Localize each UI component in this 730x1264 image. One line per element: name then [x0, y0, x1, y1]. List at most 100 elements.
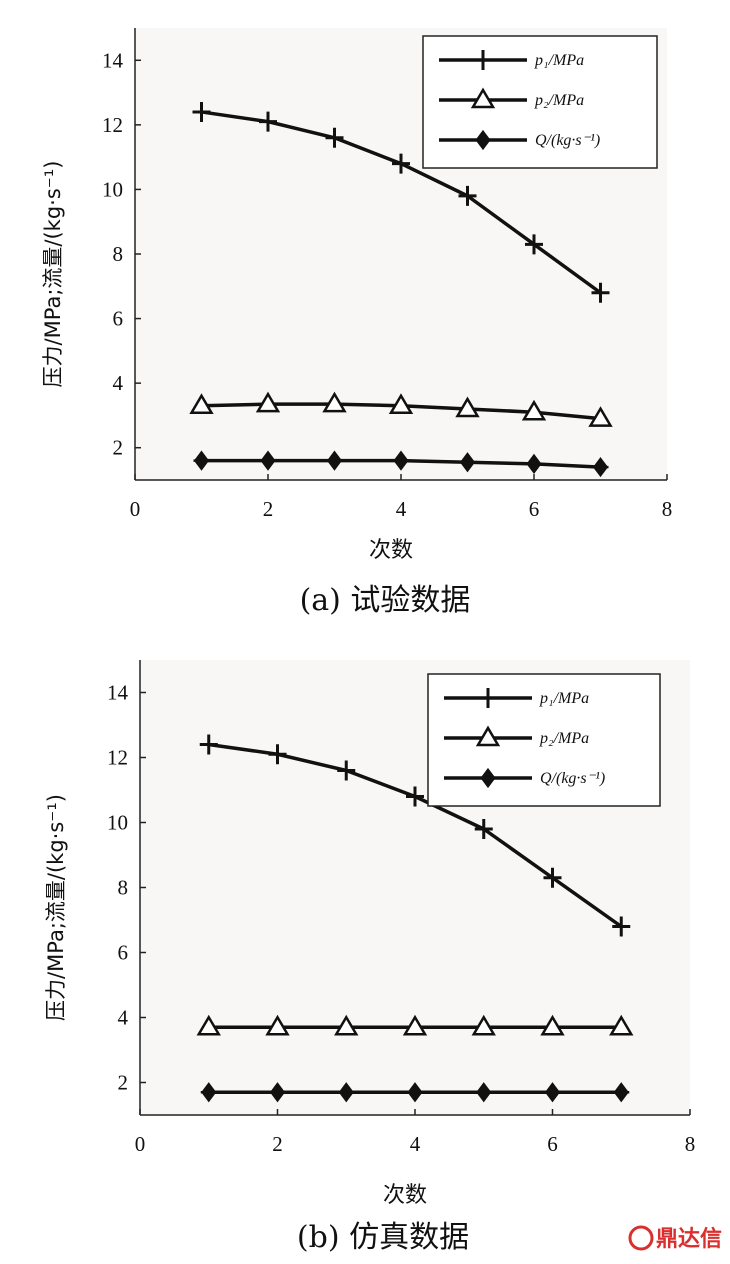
y-tick-label: 8 [113, 242, 124, 266]
data-point [526, 453, 542, 474]
data-point [189, 393, 214, 414]
data-point [338, 1082, 355, 1103]
data-point [334, 1014, 359, 1036]
x-tick-label: 0 [135, 1132, 146, 1156]
x-tick-label: 2 [272, 1132, 283, 1156]
data-point [193, 450, 210, 471]
y-tick-label: 2 [113, 436, 124, 460]
data-point [337, 760, 356, 781]
y-tick-label: 10 [102, 177, 123, 201]
x-tick-label: 8 [662, 497, 673, 521]
data-point [540, 1014, 565, 1036]
data-point [474, 819, 493, 839]
figure-caption: (a) 试验数据 [300, 583, 471, 618]
series-plus [199, 734, 631, 937]
data-point [544, 1082, 561, 1103]
data-point [406, 786, 424, 807]
y-tick-label: 14 [107, 681, 129, 705]
data-point [325, 127, 344, 148]
legend-box [422, 35, 658, 169]
data-point [392, 153, 410, 174]
chart-panel-b: 2 4 6 8 10 12 14 0 2 4 6 8 压力/MPa;流量/(kg·s⁻¹) 次数 (b) 仿… [44, 660, 695, 1255]
legend-marker [480, 767, 496, 789]
data-point [259, 111, 277, 132]
data-point [521, 399, 547, 421]
y-tick-label: 6 [113, 307, 124, 331]
legend-marker [474, 50, 492, 70]
series-diamond [200, 1082, 630, 1103]
watermark-logo-icon [628, 1225, 654, 1251]
legend-label: p₂/MPa [534, 92, 584, 109]
y-tick-label: 14 [102, 48, 124, 72]
y-tick-label: 8 [118, 876, 129, 900]
x-tick-label: 2 [263, 497, 274, 521]
data-point [192, 101, 211, 122]
data-point [591, 282, 610, 303]
legend-marker [479, 688, 497, 708]
x-axis-label: 次数 [369, 538, 413, 563]
data-point [402, 1014, 428, 1036]
data-point [265, 1014, 290, 1036]
data-point [525, 234, 543, 255]
legend-label: p₁/MPa [534, 52, 584, 69]
data-point [458, 185, 477, 206]
series-diamond [193, 450, 609, 478]
y-tick-label: 12 [102, 113, 123, 137]
data-point [326, 450, 343, 471]
x-tick-label: 4 [410, 1132, 421, 1156]
series-triangle [189, 391, 613, 427]
data-point [471, 1014, 496, 1036]
y-axis-label: 压力/MPa;流量/(kg·s⁻¹) [44, 794, 68, 1021]
data-point [543, 867, 562, 888]
data-point [260, 450, 276, 471]
series-plus [192, 101, 610, 303]
data-point [268, 744, 287, 765]
y-tick-label: 2 [118, 1071, 129, 1095]
x-tick-label: 6 [529, 497, 540, 521]
data-point [322, 391, 347, 413]
x-tick-label: 6 [547, 1132, 558, 1156]
legend-label: p₂/MPa [539, 730, 589, 747]
legend-label: Q/(kg·s⁻¹) [540, 770, 605, 787]
figure-caption: (b) 仿真数据 [297, 1220, 469, 1255]
y-tick-label: 4 [113, 371, 124, 395]
y-tick-label: 12 [107, 746, 128, 770]
data-point [612, 916, 631, 937]
x-axis-label: 次数 [383, 1183, 427, 1208]
y-tick-label: 6 [118, 941, 129, 965]
data-point [459, 452, 476, 473]
x-tick-label: 8 [685, 1132, 696, 1156]
series-triangle [196, 1014, 634, 1036]
watermark-text: 鼎达信 [656, 1226, 722, 1252]
data-point [269, 1082, 286, 1103]
data-point [388, 393, 414, 414]
data-point [199, 734, 218, 755]
data-point [393, 450, 409, 471]
legend-marker [475, 725, 501, 747]
chart-panel-a: 2 4 6 8 10 12 14 0 2 4 6 8 压力/MPa;流量/(kg·s⁻¹) 次数 (a) 试… [41, 28, 672, 618]
x-tick-label: 4 [396, 497, 407, 521]
data-point [455, 396, 480, 418]
legend: p₁/MPa p₂/MPa Q/(kg·s⁻¹) [422, 35, 658, 169]
data-point [255, 391, 281, 413]
data-point [200, 1082, 217, 1103]
data-point [588, 406, 613, 427]
data-point [475, 1082, 492, 1103]
legend-box [427, 673, 661, 807]
legend-label: p₁/MPa [539, 690, 589, 707]
watermark: 鼎达信 [628, 1225, 722, 1252]
data-point [609, 1014, 634, 1036]
x-tick-label: 0 [130, 497, 141, 521]
data-point [196, 1014, 221, 1036]
legend: p₁/MPa p₂/MPa Q/(kg·s⁻¹) [427, 673, 661, 807]
legend-label: Q/(kg·s⁻¹) [535, 132, 600, 149]
data-point [613, 1082, 630, 1103]
y-axis-label: 压力/MPa;流量/(kg·s⁻¹) [41, 161, 65, 388]
data-point [592, 457, 609, 478]
y-tick-label: 10 [107, 811, 128, 835]
legend-marker [475, 129, 491, 151]
data-point [407, 1082, 423, 1103]
y-tick-label: 4 [118, 1006, 129, 1030]
legend-marker [470, 87, 496, 109]
